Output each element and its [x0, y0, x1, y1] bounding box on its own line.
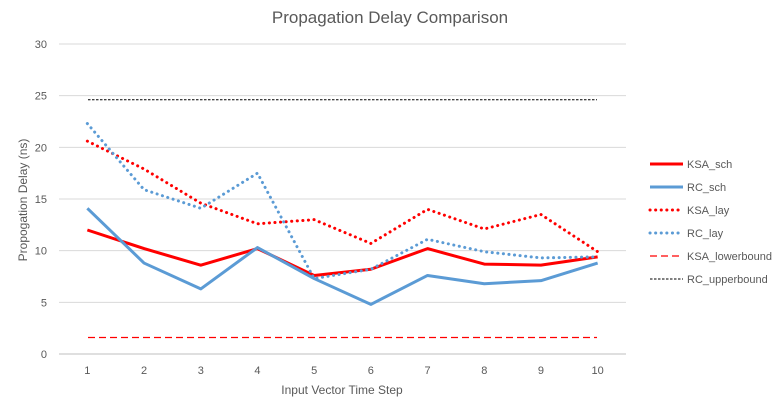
series-line-rc-lay — [85, 122, 600, 281]
y-axis-ticks: 0 5 10 15 20 25 30 — [35, 39, 47, 361]
y-tick-label: 15 — [35, 194, 47, 206]
y-tick-label: 5 — [41, 297, 47, 309]
legend-label: RC_upperbound — [687, 274, 768, 286]
chart-title: Propagation Delay Comparison — [272, 8, 508, 27]
x-tick-label: 3 — [198, 365, 204, 377]
series-line-ksa-lay — [85, 139, 600, 254]
x-tick-label: 6 — [368, 365, 374, 377]
x-axis-title: Input Vector Time Step — [281, 383, 403, 397]
x-tick-label: 5 — [311, 365, 317, 377]
x-tick-label: 9 — [538, 365, 544, 377]
y-tick-label: 20 — [35, 142, 47, 154]
x-tick-label: 10 — [592, 365, 604, 377]
x-axis-ticks: 1 2 3 4 5 6 7 8 9 10 — [84, 365, 603, 377]
x-tick-label: 2 — [141, 365, 147, 377]
y-axis-title: Propogation Delay (ns) — [16, 139, 30, 262]
x-tick-label: 7 — [424, 365, 430, 377]
legend-label: KSA_lowerbound — [687, 251, 772, 263]
legend-label: RC_sch — [687, 182, 726, 194]
x-tick-label: 1 — [84, 365, 90, 377]
series-line-ksa-sch — [86, 228, 598, 277]
x-tick-label: 4 — [254, 365, 260, 377]
y-tick-label: 30 — [35, 39, 47, 51]
series-group — [85, 99, 600, 339]
legend-label: KSA_lay — [687, 205, 730, 217]
gridlines — [59, 43, 626, 355]
legend-label: KSA_sch — [687, 159, 732, 171]
y-tick-label: 10 — [35, 246, 47, 258]
series-line-rc-sch — [86, 207, 599, 306]
legend: KSA_sch RC_sch KSA_lay RC_lay KSA_lowerbound… — [648, 159, 772, 286]
x-tick-label: 8 — [481, 365, 487, 377]
legend-label: RC_lay — [687, 228, 724, 240]
y-tick-label: 25 — [35, 91, 47, 103]
y-tick-label: 0 — [41, 349, 47, 361]
